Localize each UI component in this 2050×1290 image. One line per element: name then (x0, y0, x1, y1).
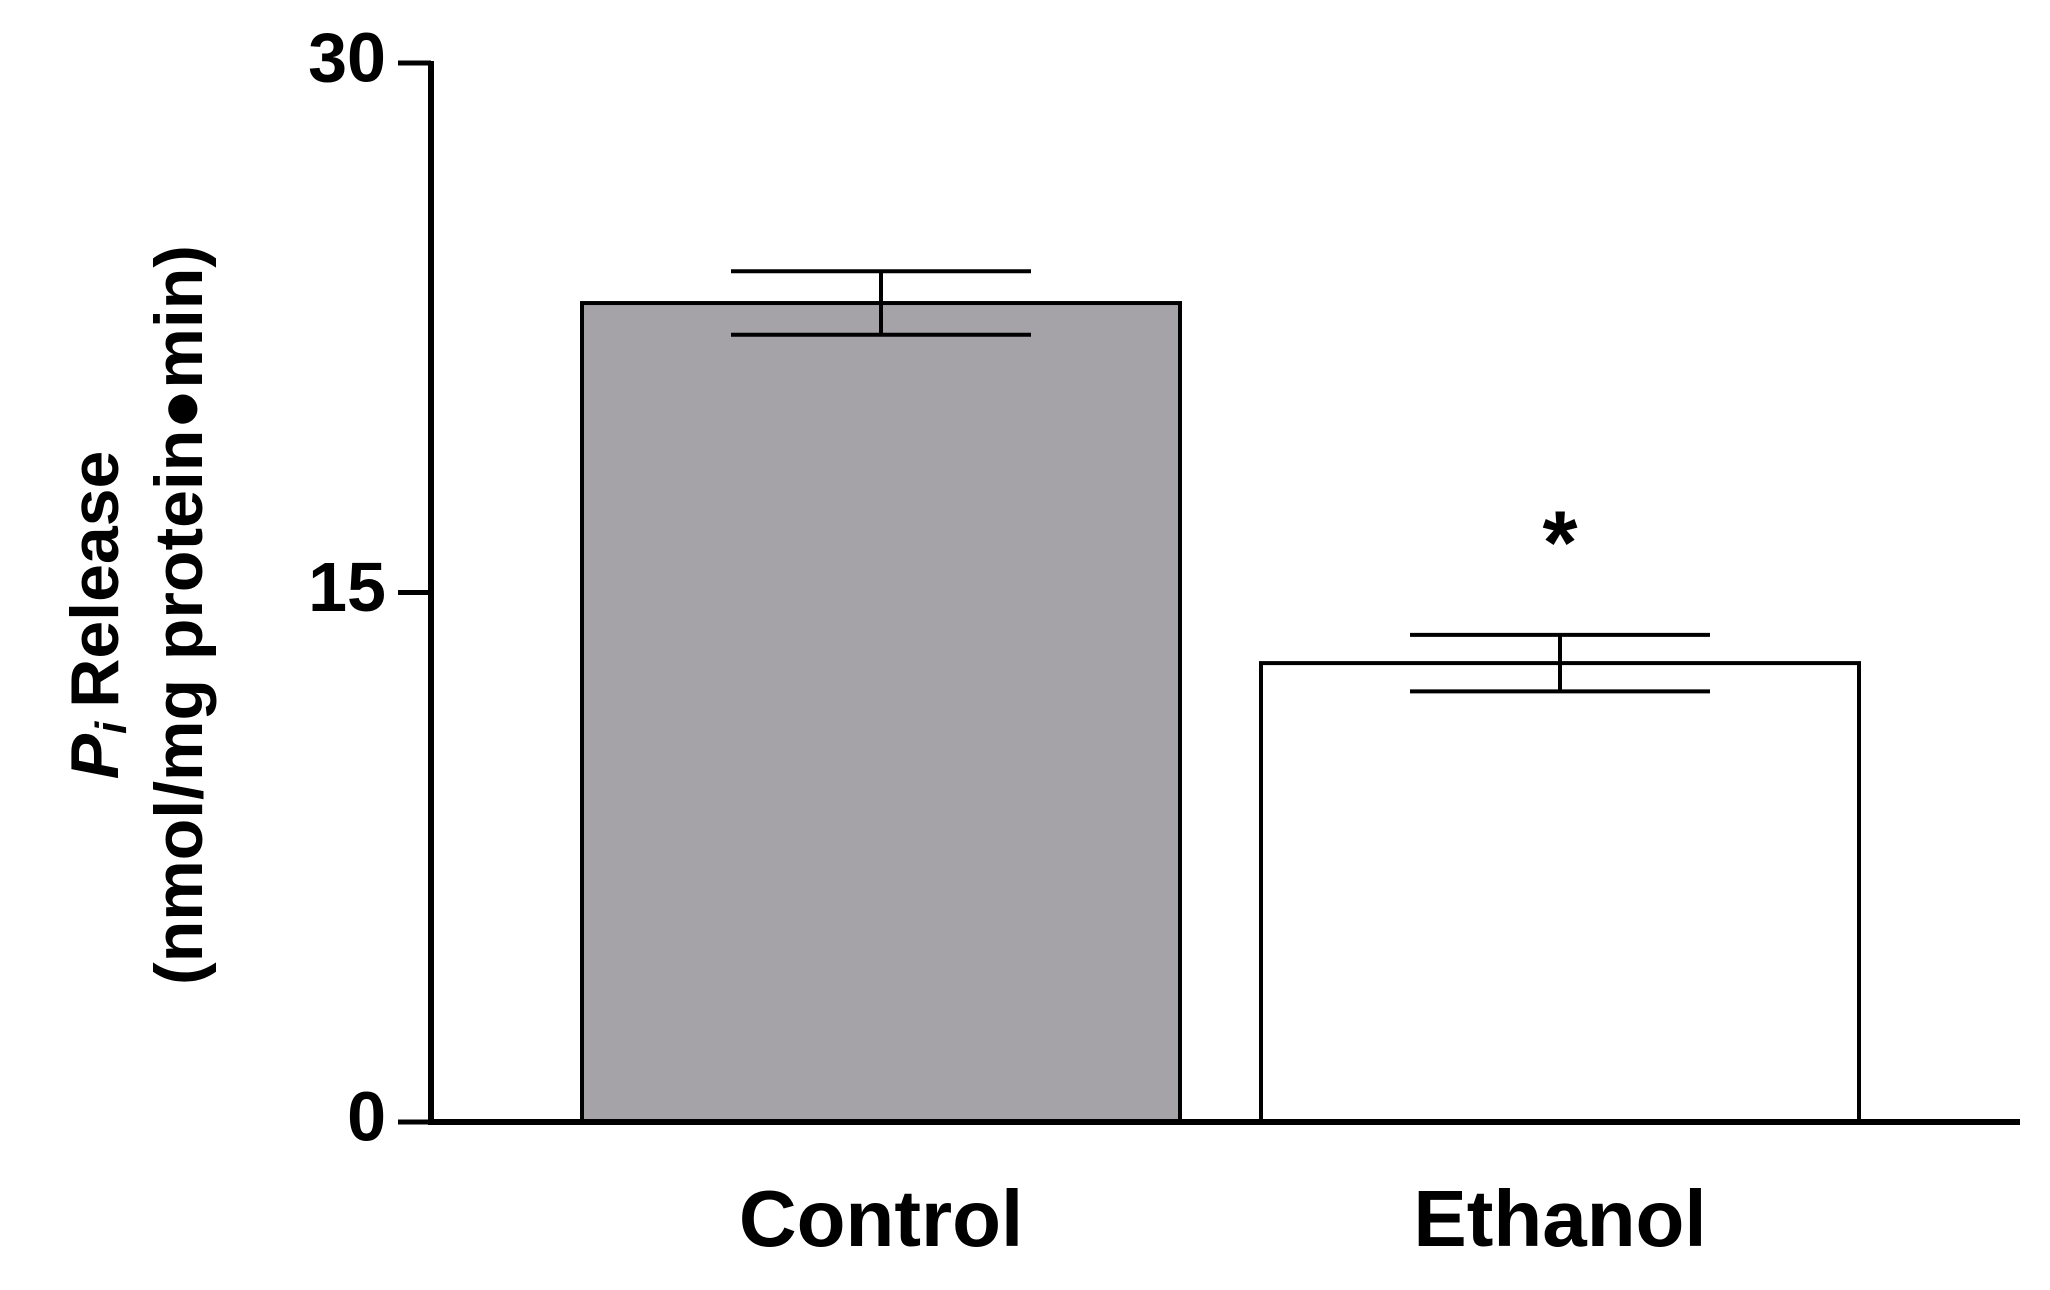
y-tick-label: 0 (347, 1077, 386, 1155)
y-label-text: Release (57, 451, 133, 708)
x-tick-label: Control (739, 1174, 1023, 1263)
x-tick-label: Ethanol (1413, 1174, 1706, 1263)
y-tick-label: 30 (308, 18, 386, 96)
y-axis-label-line2: (nmol/mg protein●min) (141, 245, 217, 985)
significance-marker: * (1542, 494, 1577, 594)
error-bar (1410, 632, 1710, 694)
bar (1259, 661, 1861, 1124)
y-tick-label: 15 (308, 548, 386, 626)
y-label-symbol: P (57, 733, 133, 779)
y-axis-label-line1: Pi Release (57, 451, 136, 780)
y-label-subscript: i (87, 721, 136, 734)
bar (580, 301, 1182, 1125)
error-bar (731, 269, 1031, 337)
y-axis-label: Pi Release (nmol/mg protein●min) (57, 245, 217, 985)
